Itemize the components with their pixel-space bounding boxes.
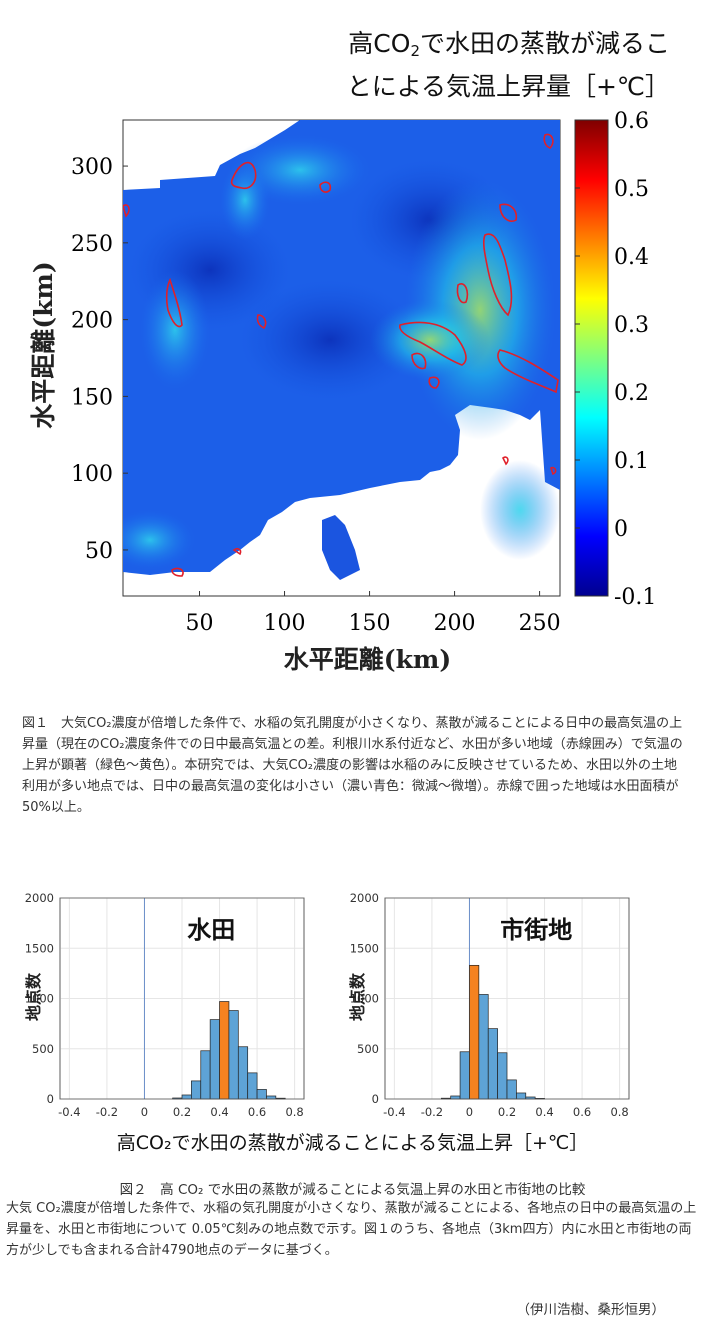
histogram-xlabel: 高CO₂で水田の蒸散が減ることによる気温上昇［+℃］ <box>116 1132 589 1154</box>
histogram-xtick-label: 0.4 <box>210 1105 228 1119</box>
histogram-urban-ylabel: 地点数 <box>348 973 367 1022</box>
figure2-caption: 大気 CO₂濃度が倍増した条件で、水稲の気孔開度が小さくなり、蒸散が減ることによ… <box>6 1201 697 1258</box>
histogram-bar <box>459 1051 470 1100</box>
colorbar-tick-label: 0.1 <box>614 449 649 474</box>
histogram-figure: -0.4 -0.2 0 0.2 0.4 0.6 0.80500100015002000水田 … <box>25 891 630 1119</box>
histogram-xtick-label: 0.6 <box>248 1105 266 1119</box>
histogram-bar <box>487 1028 498 1100</box>
colorbar-tick-label: 0.2 <box>614 381 649 406</box>
histogram-xtick-label: -0.4 <box>58 1105 80 1119</box>
heatmap-xtick-label: 50 <box>186 611 214 636</box>
heatmap-xtick-label: 200 <box>434 611 476 636</box>
colorbar-tick-label: -0.1 <box>614 585 656 610</box>
histogram-xtick-label: 0.4 <box>535 1105 553 1119</box>
histogram-bar <box>237 1046 249 1100</box>
histogram-ytick-label: 0 <box>372 1092 379 1106</box>
histogram-bar <box>516 1092 527 1100</box>
histogram-xtick-label: 0.6 <box>573 1105 591 1119</box>
histogram-paddy: -0.4 -0.2 0 0.2 0.4 0.6 0.8 0 500 1000 1500 2000 水田 <box>25 891 305 1119</box>
colorbar-tick-label: 0.6 <box>614 110 649 134</box>
figure2-caption-title: 図２ 高 CO₂ で水田の蒸散が減ることによる気温上昇の水田と市街地の比較 <box>119 1182 586 1198</box>
histogram-ytick-label: 0 <box>47 1092 54 1106</box>
histogram-xtick-label: 0.2 <box>498 1105 516 1119</box>
histogram-bar-highlight <box>219 1001 230 1100</box>
heatmap-xlabel: 水平距離(km) <box>283 645 452 674</box>
heatmap-ylabel: 水平距離(km) <box>29 261 58 429</box>
histogram-ytick-label: 500 <box>357 1042 379 1056</box>
heatmap-ytick-label: 150 <box>71 385 113 410</box>
histogram-paddy-ylabel: 地点数 <box>24 973 43 1022</box>
histogram-bar <box>209 1019 220 1100</box>
histogram-xtick-label: 0 <box>466 1105 473 1119</box>
histogram-panel-title: 市街地 <box>500 916 572 944</box>
histogram-bar <box>266 1095 277 1100</box>
histogram-ytick-label: 2000 <box>25 891 54 905</box>
heatmap-ytick-label: 100 <box>71 462 113 487</box>
histogram-ytick-label: 1000 <box>25 992 54 1006</box>
histogram-xtick-label: -0.4 <box>383 1105 405 1119</box>
histogram-bar <box>191 1080 202 1100</box>
histogram-ytick-label: 500 <box>32 1042 54 1056</box>
histogram-xtick-label: -0.2 <box>96 1105 118 1119</box>
heatmap-ytick-label: 50 <box>85 539 113 564</box>
histogram-bar <box>450 1095 461 1100</box>
histogram-urban: -0.4 -0.2 0 0.2 0.4 0.6 0.8 0 500 1000 1500 2000 市街地 <box>350 891 630 1119</box>
heatmap-figure: 0.6 0.5 0.4 0.3 0.2 0.1 0 -0.1 50 100 150 200 250 3… <box>71 110 656 636</box>
figure1-caption: 図１ 大気CO₂濃度が倍増した条件で、水稲の気孔開度が小さくなり、蒸散が減ること… <box>22 716 683 815</box>
histogram-bar <box>497 1052 508 1100</box>
histogram-bar <box>228 1010 239 1100</box>
histogram-xtick-label: 0.2 <box>173 1105 191 1119</box>
histogram-xtick-label: 0.8 <box>285 1105 303 1119</box>
heatmap-xtick-label: 150 <box>349 611 391 636</box>
figure1-title: 高CO2で水田の蒸散が減るこ とによる気温上昇量［+℃］ <box>346 29 670 101</box>
colorbar-tick-label: 0 <box>614 517 628 542</box>
colorbar-tick-label: 0.4 <box>614 245 649 270</box>
histogram-bar-highlight <box>469 964 480 1100</box>
heatmap-xtick-label: 100 <box>264 611 306 636</box>
histogram-bar <box>478 994 489 1100</box>
heatmap-x-ticks: 50 100 150 200 250 <box>186 591 561 636</box>
heatmap-ytick-label: 300 <box>71 155 113 180</box>
colorbar-tick-label: 0.3 <box>614 313 649 338</box>
histogram-frame <box>59 897 305 1100</box>
heatmap-y-ticks: 300 250 200 150 100 50 <box>71 155 128 564</box>
histogram-ytick-label: 1500 <box>350 941 379 955</box>
heatmap-xtick-label: 250 <box>519 611 561 636</box>
histogram-bar <box>256 1089 267 1100</box>
authors: （伊川浩樹、桑形恒男） <box>516 1302 666 1318</box>
heatmap-ytick-label: 200 <box>71 309 113 334</box>
heatmap-ytick-label: 250 <box>71 232 113 257</box>
histogram-ytick-label: 1000 <box>350 992 379 1006</box>
histogram-bar <box>506 1079 517 1100</box>
histogram-xtick-label: 0.8 <box>610 1105 628 1119</box>
histogram-ytick-label: 1500 <box>25 941 54 955</box>
histogram-bar <box>247 1072 258 1100</box>
colorbar-ticks: 0.6 0.5 0.4 0.3 0.2 0.1 0 -0.1 <box>575 110 656 610</box>
histogram-bar <box>200 1050 211 1100</box>
histogram-xtick-label: 0 <box>141 1105 148 1119</box>
histogram-ytick-label: 2000 <box>350 891 379 905</box>
heatmap-field <box>123 120 560 580</box>
colorbar <box>574 119 609 597</box>
histogram-frame <box>384 897 630 1100</box>
colorbar-tick-label: 0.5 <box>614 177 649 202</box>
histogram-bar <box>181 1094 192 1100</box>
histogram-panel-title: 水田 <box>187 916 235 944</box>
histogram-xtick-label: -0.2 <box>421 1105 443 1119</box>
